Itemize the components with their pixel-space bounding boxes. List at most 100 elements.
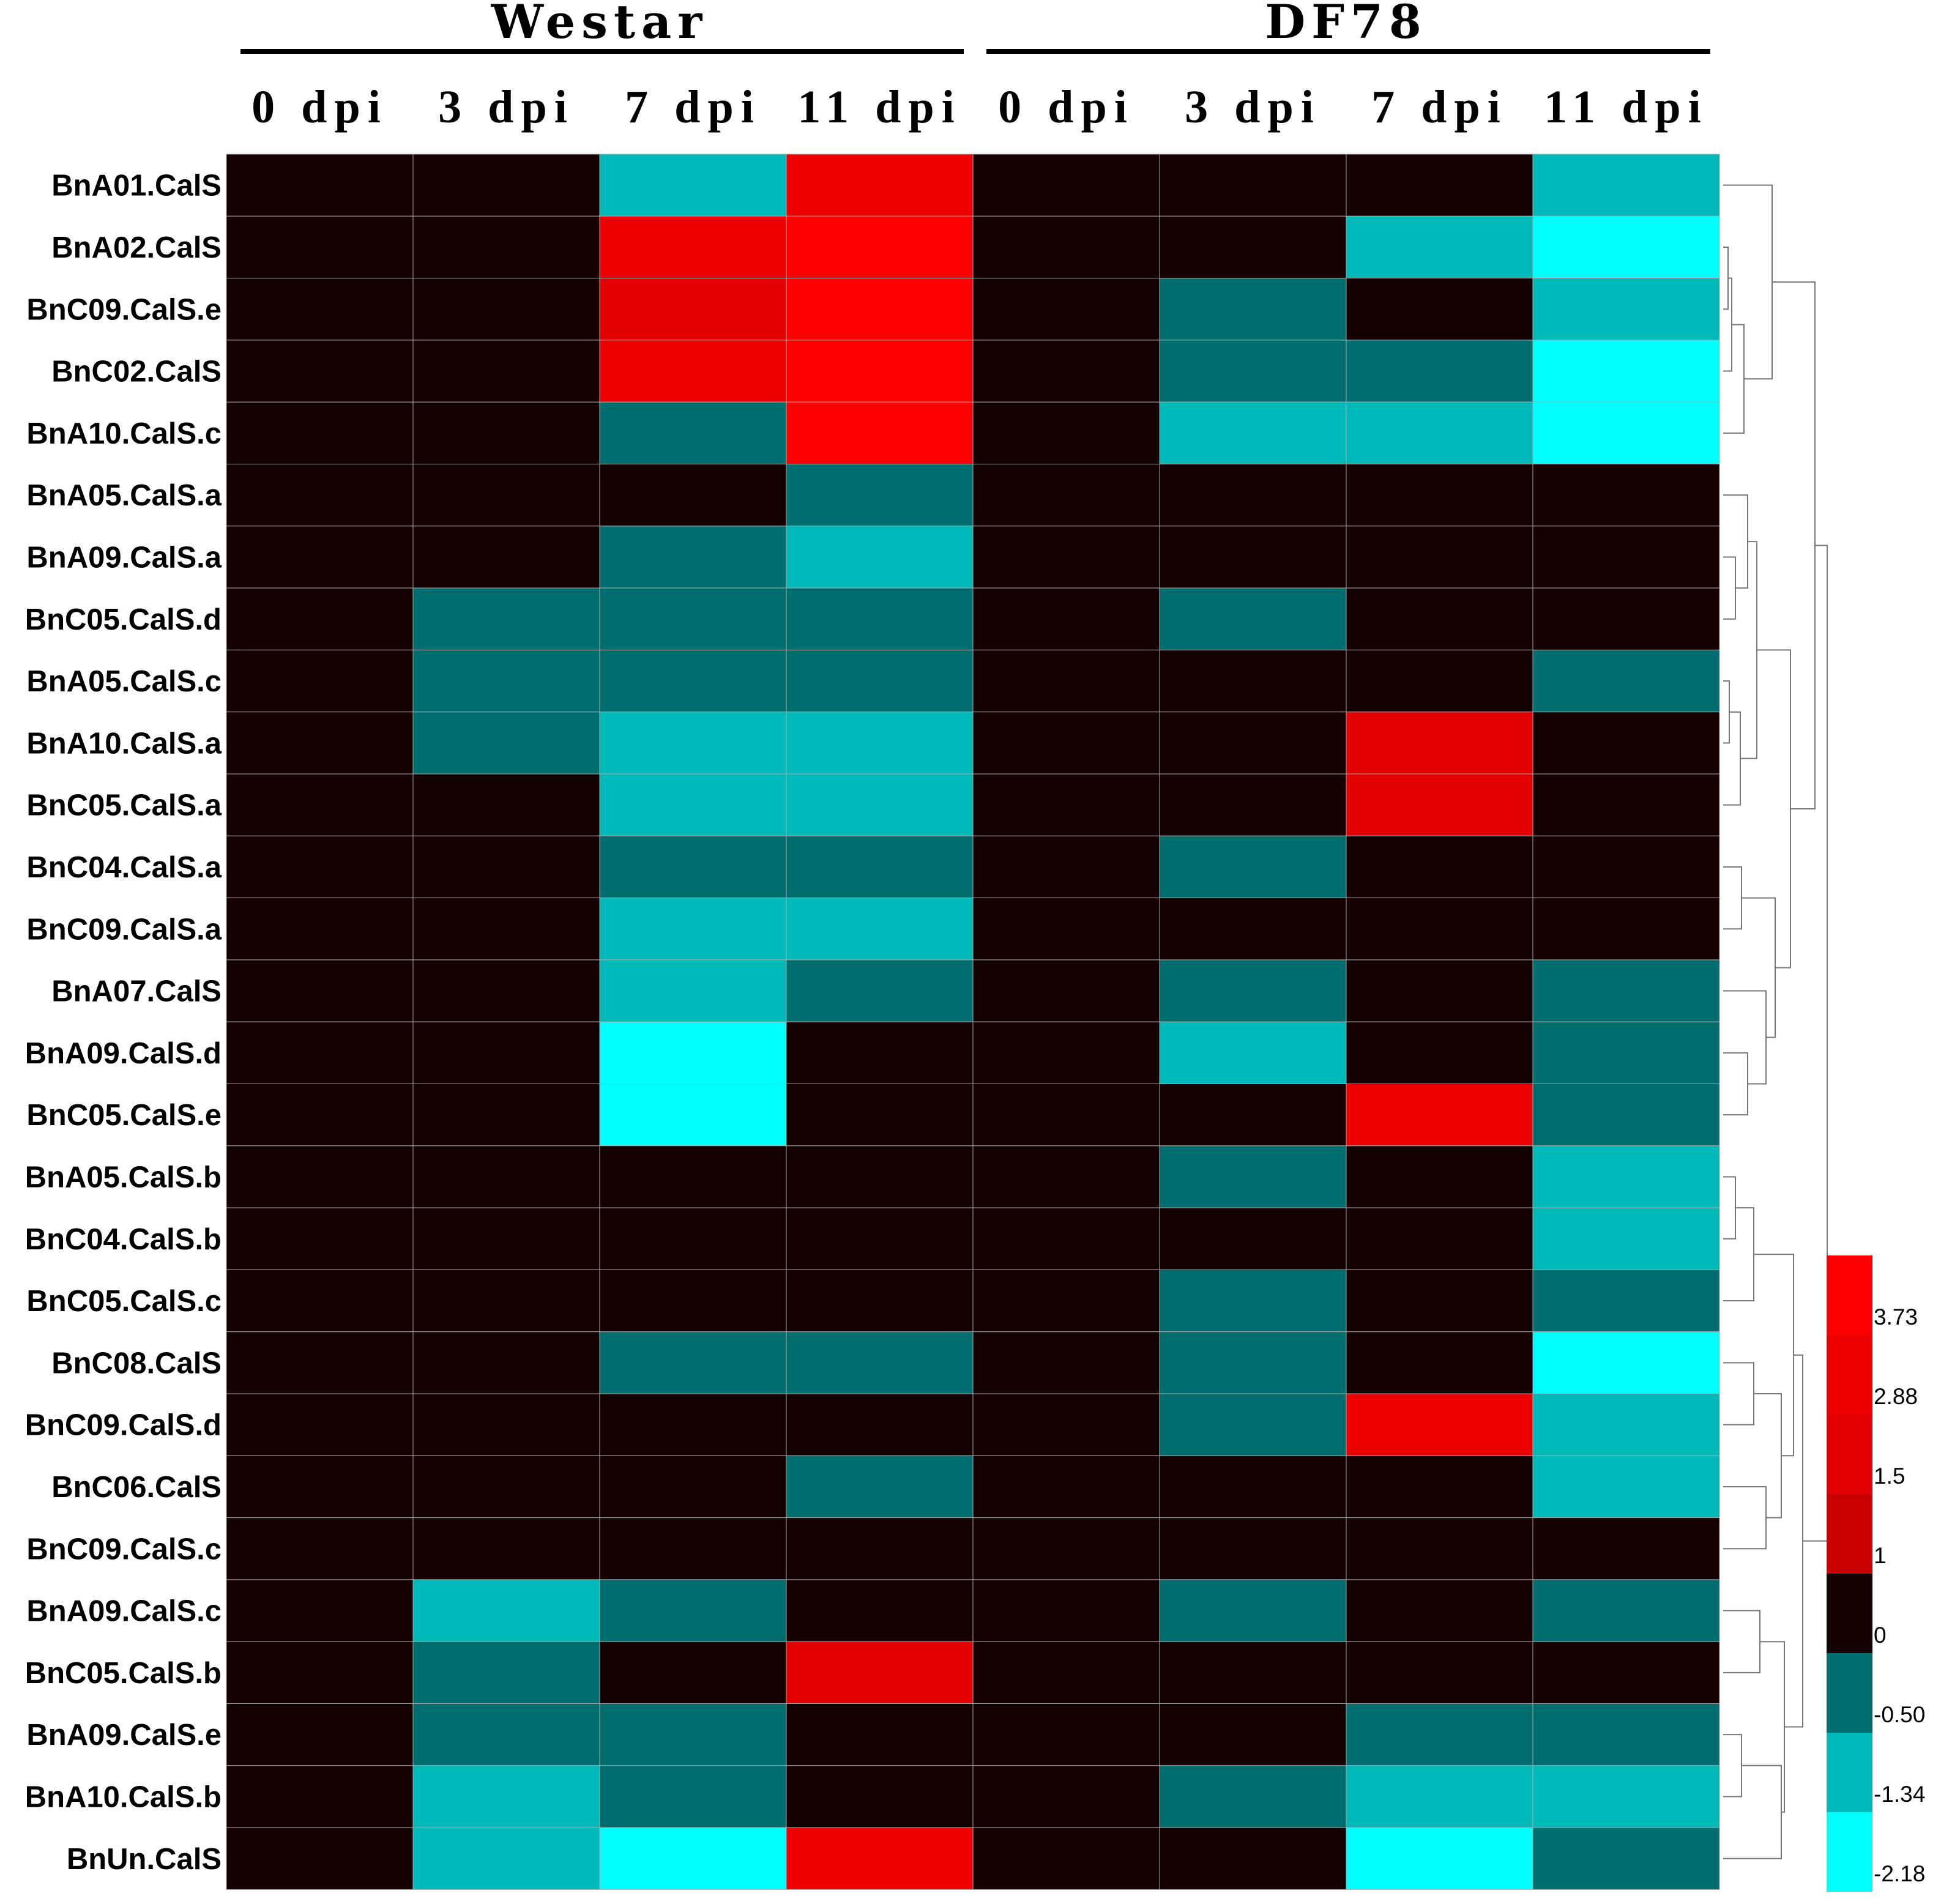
heatmap-cell (1159, 154, 1347, 217)
legend-swatch (1827, 1335, 1872, 1415)
heatmap-cell (1532, 215, 1720, 279)
row-label: BnA09.CalS.e (26, 1719, 222, 1752)
heatmap-cell (1159, 1641, 1347, 1704)
column-label: 3 dpi (438, 81, 575, 133)
heatmap-cell (1159, 1207, 1347, 1270)
column-label: 0 dpi (251, 81, 388, 133)
heatmap-cell (599, 835, 787, 899)
heatmap-cell (412, 712, 600, 775)
dendrogram-link (1723, 1765, 1782, 1859)
heatmap-cell (1532, 1765, 1720, 1828)
row-label: BnA05.CalS.a (26, 479, 222, 512)
heatmap-cell (1532, 1269, 1720, 1333)
heatmap-cell (412, 1703, 600, 1766)
heatmap-cell (1346, 526, 1533, 589)
heatmap-cell (1532, 649, 1720, 713)
row-label: BnA09.CalS.a (26, 541, 222, 574)
heatmap-cell (1159, 712, 1347, 775)
heatmap-cell (786, 526, 974, 589)
heatmap-cell (786, 1703, 974, 1766)
heatmap-cell (226, 1393, 414, 1456)
heatmap-cell (412, 1765, 600, 1828)
heatmap-cell (972, 1084, 1160, 1147)
heatmap-cell (972, 898, 1160, 961)
column-labels: 0 dpi 3 dpi 7 dpi 11 dpi 0 dpi 3 dpi 7 dpi 11 d… (251, 81, 1708, 133)
heatmap-cell (412, 464, 600, 527)
dendrogram-link (1757, 649, 1791, 969)
heatmap-cell (1346, 835, 1533, 899)
heatmap-cell (972, 712, 1160, 775)
heatmap-cell (786, 959, 974, 1022)
heatmap-cell (1159, 1331, 1347, 1394)
heatmap-cell (786, 1455, 974, 1519)
heatmap-cell (599, 401, 787, 465)
legend-tick-label: 1.5 (1874, 1463, 1905, 1489)
heatmap-cell (1159, 773, 1347, 836)
heatmap-cell (1346, 898, 1533, 961)
heatmap-cell (412, 1579, 600, 1642)
heatmap-cell (226, 1084, 414, 1147)
heatmap-cell (599, 1827, 787, 1890)
heatmap-cell (786, 1331, 974, 1394)
row-label: BnC04.CalS.b (25, 1223, 222, 1256)
heatmap-cell (972, 1331, 1160, 1394)
heatmap-cell (1532, 1641, 1720, 1704)
heatmap-cell (1532, 1455, 1720, 1519)
heatmap-cell (1532, 1703, 1720, 1766)
heatmap-cell (786, 1084, 974, 1147)
heatmap-cell (599, 215, 787, 279)
heatmap-cell (1532, 526, 1720, 589)
heatmap-cell (599, 1269, 787, 1333)
heatmap-cell (1346, 712, 1533, 775)
heatmap-cell (786, 1393, 974, 1456)
heatmap-cell (1346, 1021, 1533, 1084)
heatmap-cell (412, 154, 600, 217)
heatmap-cell (226, 712, 414, 775)
heatmap-cell (1346, 1827, 1533, 1890)
legend-tick-label: -0.50 (1874, 1702, 1925, 1727)
heatmap-cell (972, 1393, 1160, 1456)
heatmap-cell (972, 1827, 1160, 1890)
heatmap-cell (226, 1145, 414, 1208)
heatmap-cell (226, 1579, 414, 1642)
legend-swatch (1827, 1415, 1872, 1494)
heatmap-cell (1532, 587, 1720, 650)
column-label: 11 dpi (797, 81, 961, 133)
row-label: BnC09.CalS.e (26, 293, 222, 326)
heatmap-cell (1346, 1703, 1533, 1766)
heatmap-cell (1346, 959, 1533, 1022)
heatmap-cell (1159, 835, 1347, 899)
heatmap-cell (599, 1084, 787, 1147)
heatmap-cell (226, 587, 414, 650)
heatmap-cell (599, 712, 787, 775)
heatmap-cell (1346, 1207, 1533, 1270)
heatmap-cell (1532, 340, 1720, 403)
row-label: BnC05.CalS.b (25, 1657, 222, 1690)
heatmap-cell (599, 898, 787, 961)
heatmap-cell (1346, 1269, 1533, 1333)
column-label: 0 dpi (998, 81, 1134, 133)
heatmap-cell (599, 1393, 787, 1456)
heatmap-cell (599, 1207, 787, 1270)
heatmap-cell (599, 154, 787, 217)
legend-tick-label: 1 (1874, 1543, 1887, 1568)
heatmap-cell (412, 340, 600, 403)
heatmap-cell (226, 1765, 414, 1828)
legend-tick-label: 3.73 (1874, 1304, 1918, 1329)
row-label: BnUn.CalS (67, 1843, 222, 1876)
heatmap-cell (1346, 1331, 1533, 1394)
column-label: 11 dpi (1544, 81, 1708, 133)
dendrogram-link (1723, 246, 1729, 310)
heatmap-cell (226, 464, 414, 527)
dendrogram-link (1740, 541, 1757, 759)
heatmap-cell (412, 959, 600, 1022)
heatmap-cell (786, 278, 974, 341)
dendrogram-link (1754, 1393, 1782, 1519)
heatmap-cell (1159, 526, 1347, 589)
dendrogram-link (1803, 545, 1828, 1542)
heatmap-cell (786, 835, 974, 899)
heatmap-cell (412, 773, 600, 836)
legend-tick-label: -2.18 (1874, 1861, 1925, 1886)
row-label: BnC04.CalS.a (26, 851, 222, 884)
heatmap-cell (412, 1331, 600, 1394)
